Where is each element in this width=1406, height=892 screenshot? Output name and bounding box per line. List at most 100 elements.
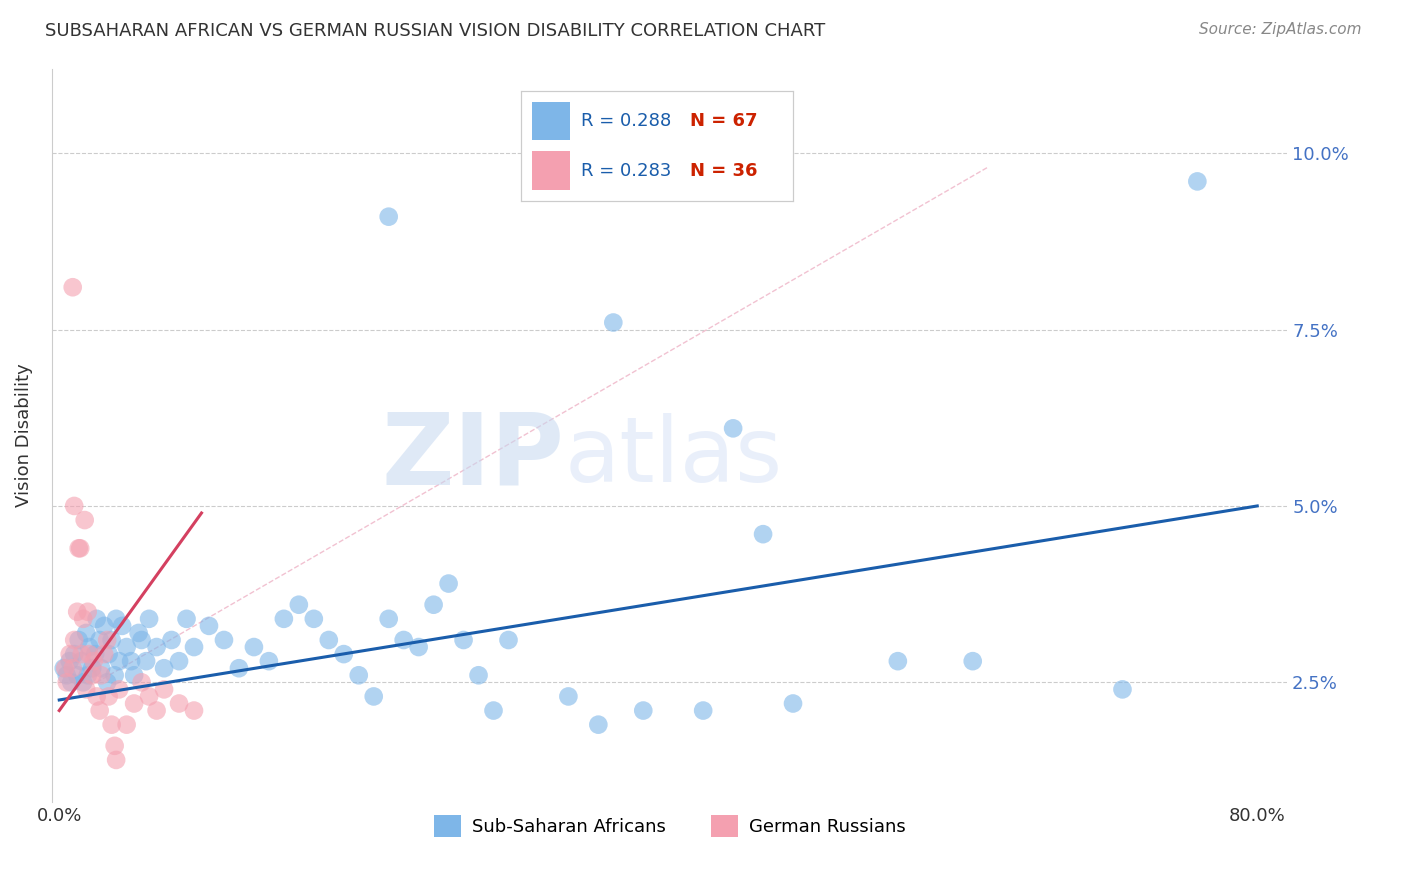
Point xyxy=(82,668,104,682)
Point xyxy=(100,632,122,647)
Point xyxy=(93,619,115,633)
Point xyxy=(108,682,131,697)
Point xyxy=(75,626,97,640)
Point xyxy=(63,499,86,513)
Point xyxy=(52,661,75,675)
Point xyxy=(482,704,505,718)
Point xyxy=(97,690,120,704)
Point xyxy=(962,654,984,668)
Point xyxy=(89,704,111,718)
Point xyxy=(104,668,127,682)
Point xyxy=(160,632,183,647)
Point xyxy=(115,640,138,654)
Point xyxy=(120,654,142,668)
Point xyxy=(557,690,579,704)
Y-axis label: Vision Disability: Vision Disability xyxy=(15,364,32,508)
Point xyxy=(84,647,107,661)
Point xyxy=(86,690,108,704)
Point xyxy=(77,640,100,654)
Point xyxy=(377,210,399,224)
Point xyxy=(97,647,120,661)
Point xyxy=(228,661,250,675)
Point xyxy=(721,421,744,435)
Point xyxy=(89,632,111,647)
Point xyxy=(243,640,266,654)
Point xyxy=(392,632,415,647)
Point xyxy=(62,280,84,294)
Point xyxy=(138,690,160,704)
Point xyxy=(887,654,910,668)
Point xyxy=(377,612,399,626)
Point xyxy=(437,576,460,591)
Point xyxy=(96,632,118,647)
Point xyxy=(183,704,205,718)
Point xyxy=(408,640,430,654)
Point xyxy=(153,682,176,697)
Point xyxy=(333,647,356,661)
Point xyxy=(273,612,295,626)
Point xyxy=(76,668,98,682)
Point xyxy=(63,632,86,647)
Point xyxy=(96,675,118,690)
Point xyxy=(122,668,145,682)
Point xyxy=(145,640,167,654)
Point xyxy=(60,675,83,690)
Point xyxy=(633,704,655,718)
Point xyxy=(318,632,340,647)
Point xyxy=(1187,174,1209,188)
Point xyxy=(63,647,86,661)
Point xyxy=(72,675,94,690)
Point xyxy=(62,661,84,675)
Point xyxy=(167,697,190,711)
Point xyxy=(93,647,115,661)
Point xyxy=(453,632,475,647)
Point xyxy=(602,316,624,330)
Point xyxy=(86,612,108,626)
Text: SUBSAHARAN AFRICAN VS GERMAN RUSSIAN VISION DISABILITY CORRELATION CHART: SUBSAHARAN AFRICAN VS GERMAN RUSSIAN VIS… xyxy=(45,22,825,40)
Point xyxy=(67,632,90,647)
Point xyxy=(131,675,153,690)
Point xyxy=(66,605,89,619)
Point xyxy=(55,668,77,682)
Point xyxy=(105,753,128,767)
Point xyxy=(257,654,280,668)
Point xyxy=(104,739,127,753)
Point xyxy=(108,654,131,668)
Point xyxy=(90,668,112,682)
Legend: Sub-Saharan Africans, German Russians: Sub-Saharan Africans, German Russians xyxy=(426,808,912,845)
Point xyxy=(588,717,610,731)
Point xyxy=(72,612,94,626)
Point xyxy=(115,717,138,731)
Point xyxy=(692,704,714,718)
Point xyxy=(135,654,157,668)
Point xyxy=(90,661,112,675)
Point xyxy=(302,612,325,626)
Point xyxy=(67,541,90,556)
Point xyxy=(82,661,104,675)
Point xyxy=(422,598,444,612)
Point xyxy=(75,682,97,697)
Point xyxy=(1111,682,1133,697)
Point xyxy=(59,654,82,668)
Point xyxy=(138,612,160,626)
Point xyxy=(176,612,198,626)
Point xyxy=(59,647,82,661)
Point xyxy=(183,640,205,654)
Point xyxy=(198,619,221,633)
Point xyxy=(77,647,100,661)
Point xyxy=(467,668,489,682)
Point xyxy=(76,605,98,619)
Point xyxy=(363,690,385,704)
Point xyxy=(212,632,235,647)
Point xyxy=(167,654,190,668)
Point xyxy=(55,675,77,690)
Point xyxy=(83,654,105,668)
Point xyxy=(105,612,128,626)
Point xyxy=(145,704,167,718)
Point xyxy=(53,661,76,675)
Point xyxy=(153,661,176,675)
Point xyxy=(111,619,134,633)
Point xyxy=(100,717,122,731)
Text: Source: ZipAtlas.com: Source: ZipAtlas.com xyxy=(1198,22,1361,37)
Point xyxy=(347,668,370,682)
